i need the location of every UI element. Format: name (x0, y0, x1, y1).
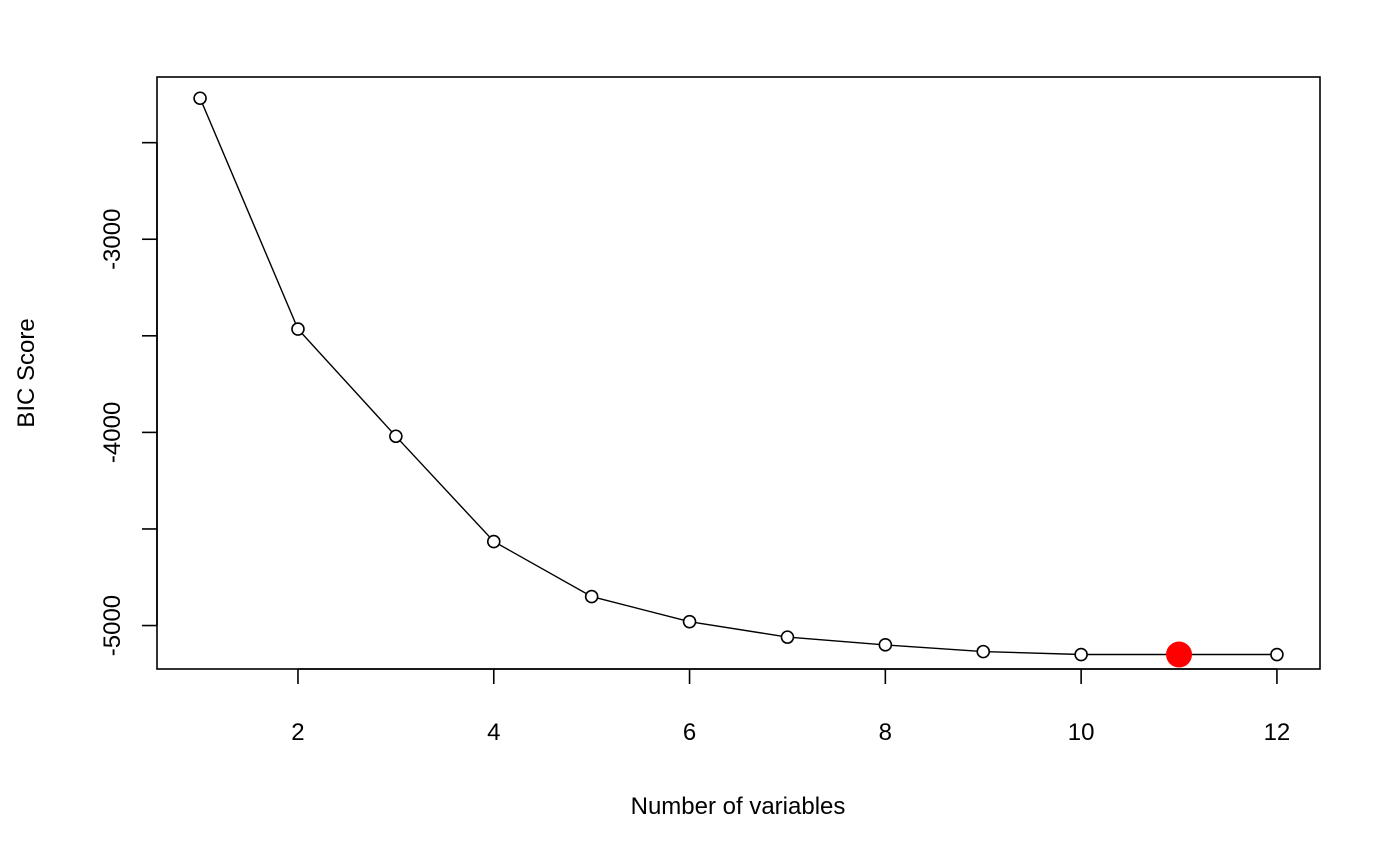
x-tick-label: 12 (1264, 719, 1291, 746)
x-tick-label: 10 (1068, 719, 1095, 746)
y-axis: -3000 -4000 -5000 (99, 141, 158, 656)
data-point (780, 630, 795, 644)
x-axis: 2 4 6 8 10 12 (291, 668, 1291, 746)
y-tick-label: -5000 (99, 595, 126, 656)
y-axis-title: BIC Score (13, 318, 40, 427)
data-point (878, 638, 893, 652)
series-layer (193, 91, 1284, 662)
data-point (291, 322, 305, 336)
data-point (389, 429, 403, 444)
y-tick-label: -4000 (99, 402, 126, 463)
data-point (486, 534, 501, 549)
x-tick-label: 6 (683, 719, 696, 746)
x-axis-title: Number of variables (631, 793, 846, 820)
highlight-layer (1166, 641, 1193, 668)
x-tick-label: 8 (879, 719, 892, 746)
x-tick-label: 4 (487, 719, 500, 746)
y-tick-label: -3000 (99, 209, 126, 270)
x-tick-label: 2 (291, 719, 304, 746)
data-point (1074, 647, 1088, 662)
plot-frame (156, 76, 1321, 670)
data-point (976, 644, 991, 659)
data-point (682, 614, 697, 629)
data-point (193, 91, 207, 106)
highlight-point (1166, 641, 1193, 668)
data-point (1270, 647, 1284, 662)
data-point (584, 589, 599, 604)
series-line (199, 97, 1277, 656)
